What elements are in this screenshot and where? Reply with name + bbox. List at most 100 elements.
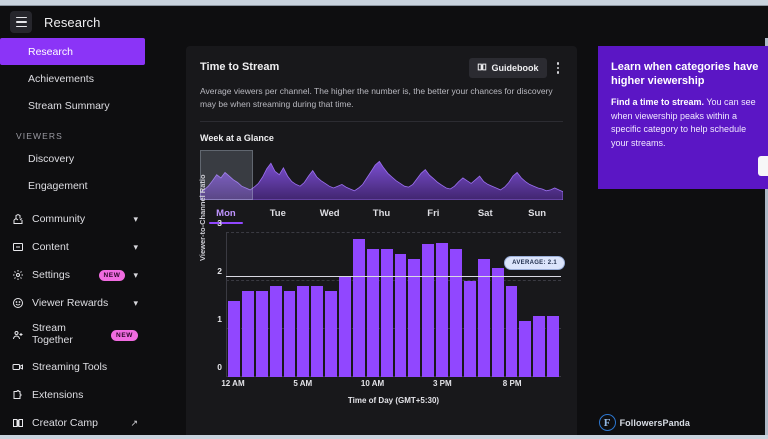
top-bar: Research [0, 6, 768, 38]
gridline [226, 232, 561, 234]
tab-fri[interactable]: Fri [427, 208, 440, 220]
sidebar-item-engagement[interactable]: Engagement [0, 172, 148, 199]
bar[interactable] [311, 286, 324, 378]
y-tick-label: 0 [217, 362, 222, 373]
x-tick-label: 8 PM [502, 379, 522, 389]
average-line [226, 275, 561, 277]
card-title: Time to Stream [200, 61, 280, 73]
sidebar-item-label: Engagement [28, 179, 88, 192]
sidebar-item-settings[interactable]: Settings NEW ▾ [0, 261, 148, 289]
content-icon [11, 241, 24, 254]
card-description: Average viewers per channel. The higher … [200, 86, 553, 110]
bar[interactable] [533, 315, 546, 378]
chevron-down-icon: ▾ [133, 269, 138, 280]
average-badge: AVERAGE: 2.1 [504, 255, 565, 270]
bar[interactable] [380, 248, 393, 378]
tab-wed[interactable]: Wed [319, 208, 340, 220]
time-to-stream-chart: Viewer-to-Channel Ratio 0 1 2 3 AVERAGE: 2.… [198, 175, 565, 405]
sidebar-item-content[interactable]: Content ▾ [0, 233, 148, 261]
gridline [226, 328, 561, 330]
bar[interactable] [408, 258, 421, 378]
bar[interactable] [436, 242, 448, 378]
status-badge: NEW [98, 269, 126, 281]
sidebar-item-label: Viewer Rewards [32, 296, 109, 309]
bar[interactable] [519, 321, 532, 378]
watermark-text: FollowersPanda [619, 417, 690, 428]
divider [200, 121, 563, 123]
bar[interactable] [366, 248, 379, 378]
y-tick-label: 3 [217, 218, 222, 229]
sidebar-item-label: Achievements [28, 72, 94, 85]
status-badge: NEW [111, 329, 138, 341]
tab-tue[interactable]: Tue [269, 208, 286, 220]
bar[interactable] [325, 290, 337, 378]
promo-cta-button[interactable]: D [757, 156, 768, 176]
bar[interactable] [352, 239, 365, 378]
gridline [226, 376, 561, 378]
bar[interactable] [339, 276, 351, 378]
sidebar-item-viewer-rewards[interactable]: Viewer Rewards ▾ [0, 289, 148, 317]
bottom-chrome-strip [0, 435, 768, 439]
bar[interactable] [477, 258, 490, 378]
bar[interactable] [422, 243, 435, 378]
external-link-icon: ↗ [130, 417, 138, 428]
bar[interactable] [463, 281, 476, 378]
hamburger-icon[interactable] [10, 11, 32, 33]
bar[interactable] [228, 300, 240, 378]
day-tabs: Mon Tue Wed Thu Fri Sat Sun [200, 208, 563, 225]
bar[interactable] [450, 248, 462, 378]
sidebar-item-stream-together[interactable]: Stream Together NEW [0, 317, 148, 353]
x-tick-label: 10 AM [360, 379, 385, 389]
bar[interactable] [255, 290, 268, 378]
book-icon [11, 417, 24, 430]
tab-thu[interactable]: Thu [372, 208, 391, 220]
community-icon [11, 213, 24, 226]
sidebar-item-research[interactable]: Research [0, 38, 145, 65]
page-scrollbar[interactable] [765, 6, 768, 439]
week-at-a-glance-title: Week at a Glance [200, 133, 274, 144]
sidebar-item-label: Research [28, 45, 73, 58]
sidebar-item-label: Discovery [28, 152, 75, 165]
sidebar-item-community[interactable]: Community ▾ [0, 205, 148, 233]
tab-mon[interactable]: Mon [200, 208, 252, 225]
sidebar-item-creator-camp[interactable]: Creator Camp ↗ [0, 409, 148, 437]
watermark: F FollowersPanda [598, 414, 690, 431]
tab-sat[interactable]: Sat [477, 208, 493, 220]
bar[interactable] [491, 268, 504, 378]
promo-panel: Learn when categories have higher viewer… [598, 46, 768, 189]
bar[interactable] [269, 286, 282, 378]
promo-body-rest: You can see when viewership peaks within… [611, 97, 756, 148]
extension-icon [11, 389, 24, 402]
sidebar: Research Achievements Stream Summary VIE… [0, 38, 148, 439]
chevron-down-icon: ▾ [133, 241, 138, 252]
y-axis-label: Viewer-to-Channel Ratio [198, 174, 207, 262]
bar[interactable] [547, 315, 559, 378]
y-tick-label: 2 [217, 266, 222, 277]
bar[interactable] [297, 286, 310, 378]
sidebar-item-stream-summary[interactable]: Stream Summary [0, 92, 148, 119]
sidebar-item-extensions[interactable]: Extensions [0, 381, 148, 409]
sidebar-item-achievements[interactable]: Achievements [0, 65, 148, 92]
sidebar-item-label: Extensions [32, 388, 84, 401]
card-header: Time to Stream Guidebook [200, 58, 563, 78]
x-tick-label: 5 AM [293, 379, 313, 389]
sidebar-item-streaming-tools[interactable]: Streaming Tools [0, 353, 148, 381]
sidebar-item-discovery[interactable]: Discovery [0, 145, 148, 172]
more-vertical-icon[interactable] [553, 59, 564, 77]
bar[interactable] [505, 286, 518, 378]
followerspanda-logo-icon: F [598, 414, 616, 431]
bar[interactable] [241, 290, 254, 378]
sparkline-chart [199, 161, 564, 201]
sidebar-item-label: Stream Together [32, 322, 73, 346]
y-axis-line [226, 233, 227, 378]
guidebook-label: Guidebook [491, 63, 539, 73]
bar[interactable] [283, 290, 296, 378]
sidebar-group-viewers: VIEWERS [16, 131, 63, 141]
week-sparkline[interactable] [199, 150, 564, 201]
camera-icon [11, 361, 24, 374]
guidebook-button[interactable]: Guidebook [468, 58, 547, 78]
bar[interactable] [394, 253, 407, 378]
tab-sun[interactable]: Sun [528, 208, 547, 220]
sidebar-item-label: Content [32, 240, 69, 253]
